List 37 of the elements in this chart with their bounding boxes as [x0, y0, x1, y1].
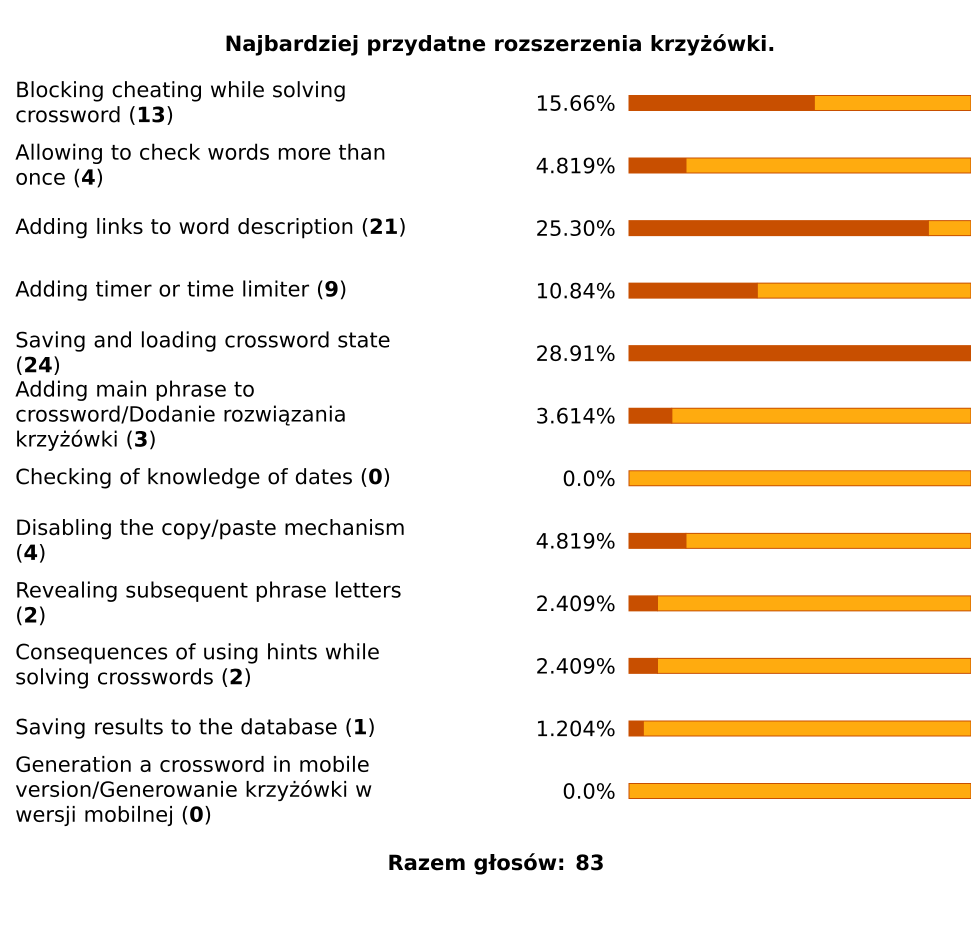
- y-tick-label: Allowing to check words more than once (4): [15, 144, 384, 188]
- bar: [628, 470, 971, 486]
- y-tick-label: Adding main phrase to crossword/Dodanie rozwiązania krzyżówki (3): [15, 380, 345, 451]
- y-tick-label: Saving and loading crossword state (24): [16, 331, 390, 376]
- y-tick-label: Disabling the copy/paste mechanism (4): [17, 518, 404, 563]
- y-tick-label: Adding links to word description (21): [15, 218, 405, 238]
- data-label: 0.0%: [564, 470, 615, 486]
- y-tick-label: Saving results to the database (1): [16, 718, 374, 739]
- data-label: 1.204%: [538, 720, 615, 736]
- bar: [814, 95, 971, 112]
- data-label: 10.84%: [538, 282, 615, 299]
- y-tick-label: Checking of knowledge of dates (0): [16, 468, 390, 488]
- y-tick-label: Blocking cheating while solving crossword (13): [16, 81, 345, 125]
- bar: [642, 720, 971, 736]
- bar: [928, 220, 971, 236]
- y-tick-label: Generation a crossword in mobile version/Generowanie krzyżówki w wersji mobilnej (0): [16, 756, 372, 826]
- bar: [756, 282, 971, 299]
- data-label: 15.66%: [538, 95, 615, 111]
- bar: [686, 532, 971, 549]
- data-label: 4.819%: [536, 158, 615, 174]
- bar: [628, 783, 971, 800]
- bar: [686, 158, 971, 174]
- text: Razem głosów: 83: [389, 853, 603, 875]
- data-label: 2.409%: [537, 658, 615, 674]
- data-label: 0.0%: [564, 783, 615, 799]
- y-tick-label: Revealing subsequent phrase letters (2): [17, 582, 401, 626]
- bar: [656, 658, 971, 674]
- y-tick-label: Consequences of using hints while solving crosswords (2): [16, 643, 379, 689]
- bar: [671, 408, 971, 424]
- data-label: 2.409%: [537, 595, 615, 612]
- data-label: 4.819%: [536, 532, 615, 549]
- chart-title: Najbardziej przydatne rozszerzenia krzyżówki.: [226, 34, 774, 56]
- data-label: 3.614%: [537, 408, 615, 424]
- data-label: 28.91%: [537, 345, 615, 362]
- y-tick-label: Adding timer or time limiter (9): [15, 280, 346, 301]
- data-label: 25.30%: [537, 220, 615, 236]
- bar: [656, 595, 971, 612]
